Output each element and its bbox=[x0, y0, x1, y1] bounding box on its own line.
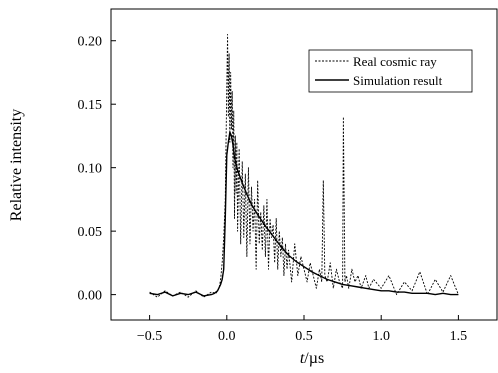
legend: Real cosmic ray Simulation result bbox=[308, 49, 473, 93]
legend-label-real-cosmic-ray: Real cosmic ray bbox=[353, 54, 437, 69]
series-layer bbox=[149, 33, 459, 298]
x-axis-label: t/µs bbox=[300, 350, 324, 367]
legend-label-simulation-result: Simulation result bbox=[353, 73, 443, 88]
axis-ticks: −0.5 0.0 0.5 1.0 1.5 0.00 0.05 0.10 0.15 0.20 bbox=[78, 35, 468, 344]
x-axis-label-unit: /µs bbox=[304, 350, 324, 367]
series-line-real-cosmic-ray bbox=[149, 33, 459, 298]
y-tick-label: 0.15 bbox=[78, 98, 103, 113]
y-tick-label: 0.05 bbox=[78, 225, 103, 240]
x-tick-label: −0.5 bbox=[137, 329, 162, 344]
x-tick-label: 1.5 bbox=[450, 329, 468, 344]
y-tick-label: 0.00 bbox=[78, 289, 103, 304]
series-line-simulation-result bbox=[149, 131, 459, 297]
x-tick-label: 0.0 bbox=[218, 329, 236, 344]
x-tick-label: 1.0 bbox=[372, 329, 390, 344]
legend-box bbox=[308, 49, 473, 93]
y-tick-label: 0.10 bbox=[78, 162, 103, 177]
x-tick-label: 0.5 bbox=[295, 329, 313, 344]
x-axis-label-variable: t bbox=[300, 350, 305, 367]
y-tick-label: 0.20 bbox=[78, 35, 103, 50]
y-axis-label: Relative intensity bbox=[8, 109, 25, 221]
